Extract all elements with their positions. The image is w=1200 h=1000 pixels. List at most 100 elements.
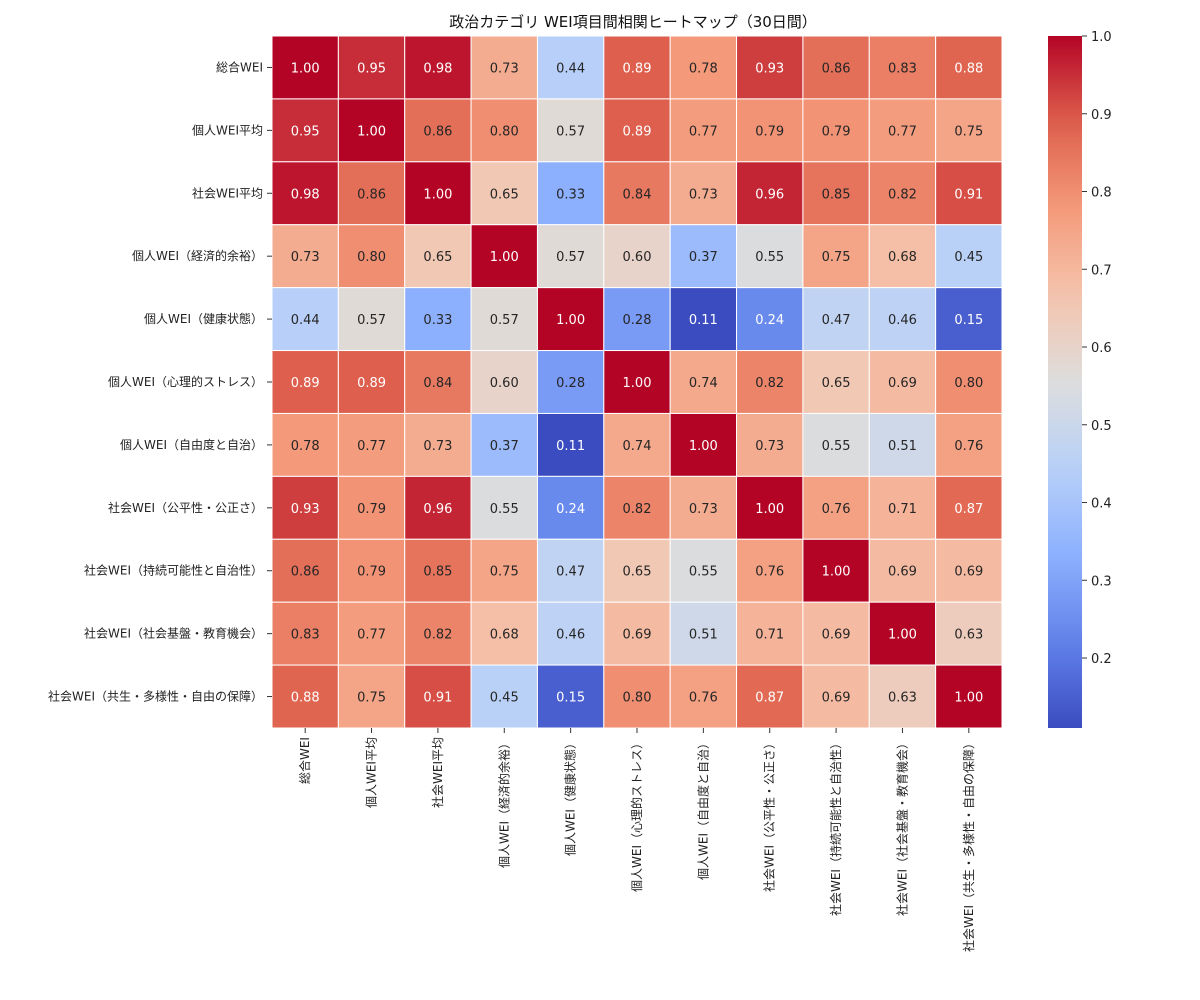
- x-tick-label: 個人WEI（経済的余裕）: [496, 737, 511, 868]
- cell-value-label: 0.73: [291, 250, 320, 265]
- heatmap-cell: [603, 224, 671, 289]
- cell-value-label: 0.73: [689, 187, 718, 202]
- cell-value-label: 0.76: [755, 565, 784, 580]
- cell-value-label: 0.44: [291, 313, 320, 328]
- cell-value-label: 0.51: [689, 628, 718, 643]
- heatmap-cell: [736, 664, 804, 729]
- colorbar-tick-label: 0.6: [1091, 341, 1112, 356]
- cell-value-label: 0.80: [357, 250, 386, 265]
- cell-value-label: 0.28: [556, 376, 585, 391]
- cell-value-label: 0.46: [556, 628, 585, 643]
- heatmap-cell: [669, 161, 738, 226]
- y-tick-label: 個人WEI（健康状態）: [144, 311, 263, 326]
- x-tick-label: 社会WEI（社会基盤・教育機会）: [894, 737, 909, 916]
- heatmap-cell: [802, 98, 870, 163]
- heatmap-cell: [404, 224, 472, 289]
- cell-value-label: 0.80: [623, 691, 652, 706]
- heatmap-cell: [404, 601, 472, 666]
- heatmap-cell: [404, 287, 472, 352]
- cell-value-label: 1.00: [623, 376, 652, 391]
- cell-value-label: 0.82: [423, 628, 452, 643]
- heatmap-cell: [603, 161, 671, 226]
- heatmap-cell: [271, 538, 339, 603]
- cell-value-label: 0.98: [423, 61, 452, 76]
- cell-value-label: 0.82: [623, 502, 652, 517]
- heatmap-cell: [603, 350, 671, 414]
- x-tick-label: 社会WEI平均: [430, 737, 445, 808]
- colorbar-tick-label: 0.8: [1091, 186, 1112, 201]
- cell-value-label: 0.87: [755, 691, 784, 706]
- heatmap-cell: [404, 664, 472, 729]
- cell-value-label: 0.15: [556, 691, 585, 706]
- cell-value-label: 0.85: [822, 187, 851, 202]
- heatmap-cell: [536, 161, 605, 226]
- cell-value-label: 0.71: [755, 628, 784, 643]
- y-tick-label: 個人WEI（自由度と自治）: [120, 437, 263, 452]
- heatmap-cell: [337, 664, 406, 729]
- cell-value-label: 0.82: [755, 376, 784, 391]
- heatmap-cell: [868, 224, 937, 289]
- cell-value-label: 0.24: [755, 313, 784, 328]
- cell-value-label: 0.68: [888, 250, 917, 265]
- heatmap-cell: [935, 161, 1003, 226]
- cell-value-label: 0.76: [822, 502, 851, 517]
- cell-value-label: 0.57: [556, 124, 585, 139]
- y-tick-label: 個人WEI（経済的余裕）: [132, 248, 263, 263]
- cell-value-label: 0.69: [822, 628, 851, 643]
- cell-value-label: 0.77: [357, 628, 386, 643]
- cell-value-label: 0.47: [822, 313, 851, 328]
- x-tick-label: 個人WEI（健康状態）: [563, 737, 578, 856]
- heatmap-cell: [802, 601, 870, 666]
- heatmap-cell: [669, 412, 738, 477]
- cell-value-label: 0.75: [357, 691, 386, 706]
- cell-value-label: 0.65: [623, 565, 652, 580]
- y-tick-label: 社会WEI（持続可能性と自治性）: [84, 563, 263, 578]
- x-axis-tick-labels: 総合WEI 個人WEI平均 社会WEI平均 個人WEI（経済的余裕） 個人WEI（健康状…: [297, 728, 976, 952]
- cell-value-label: 0.95: [291, 124, 320, 139]
- cell-value-label: 0.60: [623, 250, 652, 265]
- heatmap-cell: [337, 412, 406, 477]
- cell-value-label: 0.33: [556, 187, 585, 202]
- cell-value-label: 0.89: [623, 61, 652, 76]
- cell-value-label: 0.69: [888, 376, 917, 391]
- cell-value-label: 0.86: [357, 187, 386, 202]
- cell-value-label: 0.11: [689, 313, 718, 328]
- heatmap-cell: [736, 475, 804, 540]
- cell-value-label: 0.55: [822, 439, 851, 454]
- heatmap-cell: [470, 350, 538, 414]
- heatmap-cell: [404, 538, 472, 603]
- heatmap-cell: [536, 287, 605, 352]
- colorbar-tick-label: 0.3: [1091, 574, 1112, 589]
- cell-value-label: 0.57: [490, 313, 519, 328]
- cell-value-label: 0.73: [490, 61, 519, 76]
- cell-value-label: 0.74: [689, 376, 718, 391]
- heatmap-cell: [470, 475, 538, 540]
- cell-value-label: 0.77: [689, 124, 718, 139]
- colorbar-tick-label: 0.7: [1091, 263, 1112, 278]
- cell-value-label: 0.80: [954, 376, 983, 391]
- cell-value-label: 0.69: [623, 628, 652, 643]
- cell-value-label: 0.69: [822, 691, 851, 706]
- cell-value-label: 0.57: [357, 313, 386, 328]
- colorbar-tick-label: 0.4: [1091, 497, 1112, 512]
- heatmap-cell: [935, 664, 1003, 729]
- cell-value-label: 0.77: [888, 124, 917, 139]
- heatmap-cell: [404, 98, 472, 163]
- cell-value-label: 0.33: [423, 313, 452, 328]
- heatmap-cell: [868, 35, 937, 100]
- cell-value-label: 0.57: [556, 250, 585, 265]
- cell-value-label: 0.76: [954, 439, 983, 454]
- cell-value-label: 0.75: [490, 565, 519, 580]
- cell-value-label: 0.88: [291, 691, 320, 706]
- cell-value-label: 0.44: [556, 61, 585, 76]
- heatmap-cell: [802, 161, 870, 226]
- heatmap-cell: [603, 664, 671, 729]
- cell-value-label: 0.88: [954, 61, 983, 76]
- cell-value-label: 0.78: [689, 61, 718, 76]
- heatmap-cell: [271, 412, 339, 477]
- cell-value-label: 0.11: [556, 439, 585, 454]
- x-tick-label: 個人WEI（自由度と自治）: [695, 737, 710, 880]
- y-tick-label: 総合WEI: [216, 59, 263, 74]
- heatmap-cell: [603, 35, 671, 100]
